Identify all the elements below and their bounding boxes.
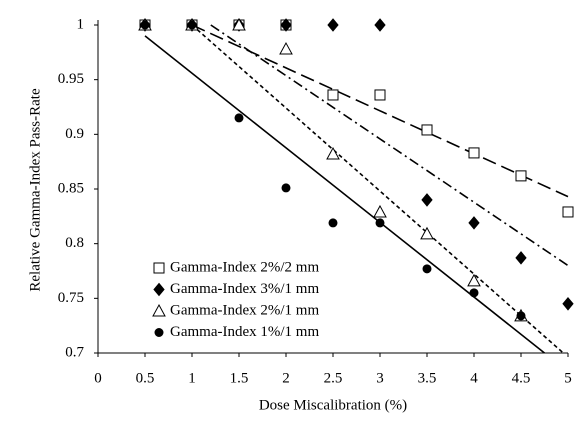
legend-label: Gamma-Index 2%/1 mm	[170, 302, 319, 318]
x-tick-label: 1	[188, 370, 196, 386]
point	[328, 218, 338, 228]
point	[421, 124, 433, 136]
trendline	[144, 35, 545, 353]
point	[326, 146, 340, 160]
point	[421, 193, 433, 207]
trendline	[191, 24, 564, 353]
x-tick-label: 3.5	[418, 370, 437, 386]
x-tick-label: 2	[282, 370, 290, 386]
legend-marker	[154, 328, 164, 337]
point	[422, 264, 432, 274]
point	[516, 311, 526, 321]
trendline	[210, 24, 569, 267]
y-axis-title: Relative Gamma-Index Pass-Rate	[27, 88, 43, 292]
point	[280, 18, 292, 32]
point	[562, 297, 574, 311]
point	[234, 113, 244, 123]
legend-marker	[153, 262, 165, 274]
y-tick-label: 0.75	[58, 290, 84, 306]
point	[375, 218, 385, 228]
x-tick-label: 1.5	[230, 370, 249, 386]
y-tick-label: 0.8	[65, 235, 84, 251]
x-tick-label: 0.5	[136, 370, 155, 386]
point	[327, 18, 339, 32]
point	[140, 20, 150, 30]
x-tick-label: 5	[564, 370, 572, 386]
y-tick-label: 1	[77, 16, 85, 32]
point	[374, 89, 386, 101]
legend-marker	[153, 282, 165, 297]
point	[468, 216, 480, 230]
point	[515, 251, 527, 265]
point	[281, 183, 291, 193]
legend-label: Gamma-Index 3%/1 mm	[170, 281, 319, 297]
y-tick-label: 0.9	[65, 126, 84, 142]
x-axis-title: Dose Miscalibration (%)	[259, 397, 407, 413]
point	[469, 288, 479, 298]
y-tick-label: 0.85	[58, 180, 84, 196]
y-tick-label: 0.95	[58, 71, 84, 87]
trendline	[191, 24, 569, 198]
x-tick-label: 4	[470, 370, 478, 386]
point	[562, 206, 574, 218]
point	[374, 18, 386, 32]
legend-label: Gamma-Index 1%/1 mm	[170, 324, 319, 340]
point	[468, 147, 480, 159]
legend-marker	[152, 303, 166, 317]
point	[279, 42, 293, 55]
point	[373, 204, 387, 218]
point	[467, 273, 481, 287]
legend-label: Gamma-Index 2%/2 mm	[170, 259, 319, 275]
point	[420, 226, 434, 240]
x-tick-label: 0	[94, 370, 102, 386]
x-tick-label: 3	[376, 370, 384, 386]
point	[515, 170, 527, 182]
point	[327, 89, 339, 101]
y-tick-label: 0.7	[65, 344, 84, 360]
point	[187, 20, 197, 30]
point	[232, 17, 246, 31]
x-tick-label: 4.5	[512, 370, 531, 386]
x-tick-label: 2.5	[324, 370, 343, 386]
